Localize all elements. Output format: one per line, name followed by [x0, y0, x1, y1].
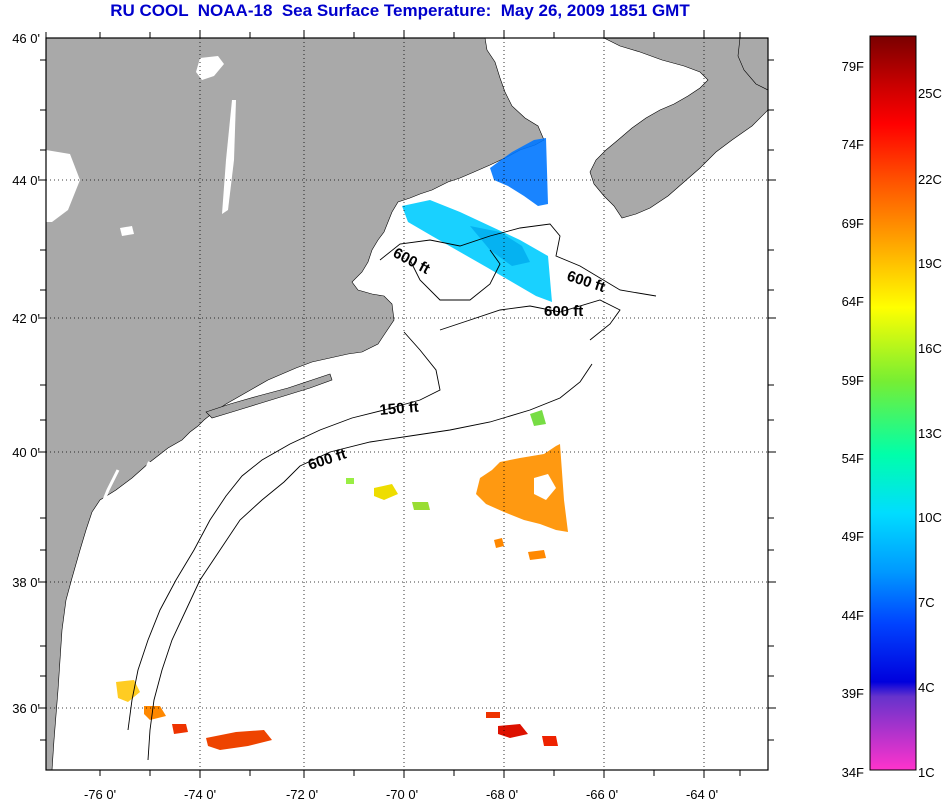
contour-150ft-shelf	[127, 331, 441, 731]
sst-patch-georges-green	[530, 410, 546, 426]
cbar-c-16: 16C	[918, 341, 942, 356]
sst-patch-gulf-of-maine-cyan	[402, 200, 552, 302]
cbar-f-54: 54F	[842, 451, 864, 466]
graticule	[46, 38, 768, 770]
sst-patch-nc-yellow	[116, 680, 140, 702]
colorbar-gradient	[869, 35, 917, 771]
map-title: RU COOL NOAA-18 Sea Surface Temperature:…	[110, 1, 690, 20]
latitude-labels: 46 0' 44 0' 42 0' 40 0' 38 0' 36 0'	[12, 31, 40, 716]
lon-label-66: -66 0'	[586, 787, 618, 802]
land-cape-breton	[737, 38, 768, 91]
lat-label-42: 42 0'	[12, 311, 40, 326]
cbar-c-10: 10C	[918, 510, 942, 525]
chesapeake-bay	[78, 469, 120, 661]
sst-patch-green-small2	[346, 478, 354, 484]
cbar-f-59: 59F	[842, 373, 864, 388]
sst-patch-red-5	[486, 712, 500, 718]
contour-inner-gulf	[409, 249, 501, 301]
sst-patch-red-4	[542, 736, 558, 746]
delaware-bay	[128, 461, 152, 521]
sst-patch-red-2	[206, 730, 272, 750]
cbar-f-69: 69F	[842, 216, 864, 231]
lon-label-70: -70 0'	[386, 787, 418, 802]
colorbar-fahrenheit-labels: 79F 74F 69F 64F 59F 54F 49F 44F 39F 34F	[842, 59, 864, 780]
sst-patch-small-orange2	[528, 550, 546, 560]
cbar-f-49: 49F	[842, 529, 864, 544]
bathymetry-contours	[127, 223, 657, 761]
sst-data-patches	[116, 138, 568, 750]
lat-label-44: 44 0'	[12, 173, 40, 188]
lake-champlain	[222, 100, 236, 214]
contour-gulf-of-maine	[379, 223, 657, 297]
map-frame	[45, 37, 769, 771]
cbar-c-19: 19C	[918, 256, 942, 271]
cbar-c-7: 7C	[918, 595, 935, 610]
cbar-c-1: 1C	[918, 765, 935, 780]
contour-georges-bank	[439, 299, 621, 341]
cbar-f-39: 39F	[842, 686, 864, 701]
lon-label-76: -76 0'	[84, 787, 116, 802]
lon-label-72: -72 0'	[286, 787, 318, 802]
sst-patch-maine-blue	[490, 138, 548, 206]
sst-patch-slope-orange-hole	[534, 474, 556, 500]
lon-label-64: -64 0'	[686, 787, 718, 802]
lat-label-38: 38 0'	[12, 575, 40, 590]
sst-patch-slope-orange	[476, 444, 568, 532]
cbar-f-44: 44F	[842, 608, 864, 623]
contour-label-150ft: 150 ft	[379, 399, 420, 419]
cbar-c-13: 13C	[918, 426, 942, 441]
sst-patch-nc-orange	[144, 706, 166, 720]
lake-small	[120, 226, 134, 236]
sst-patch-red-3	[498, 724, 528, 738]
frame-ticks	[38, 30, 776, 778]
lat-label-40: 40 0'	[12, 445, 40, 460]
lat-label-46: 46 0'	[12, 31, 40, 46]
lon-label-68: -68 0'	[486, 787, 518, 802]
cbar-f-64: 64F	[842, 294, 864, 309]
land-long-island	[205, 373, 333, 419]
lake-north	[196, 56, 224, 80]
cbar-c-4: 4C	[918, 680, 935, 695]
cbar-c-25: 25C	[918, 86, 942, 101]
cbar-f-74: 74F	[842, 137, 864, 152]
contour-600ft-shelf	[147, 363, 593, 761]
colorbar-celsius-labels: 25C 22C 19C 16C 13C 10C 7C 4C 1C	[918, 86, 942, 780]
sst-patch-small-orange	[494, 538, 504, 548]
sst-patch-gulf-of-maine-cyan2	[470, 226, 530, 266]
lake-west	[46, 150, 80, 222]
lon-label-74: -74 0'	[184, 787, 216, 802]
sst-patch-yellow	[374, 484, 398, 500]
cbar-f-34: 34F	[842, 765, 864, 780]
contour-label-600ft-georges: 600 ft	[544, 303, 583, 320]
longitude-labels: -76 0' -74 0' -72 0' -70 0' -68 0' -66 0…	[84, 787, 718, 802]
land-canada-maritimes	[589, 38, 768, 219]
cbar-f-79: 79F	[842, 59, 864, 74]
colorbar: 79F 74F 69F 64F 59F 54F 49F 44F 39F 34F …	[842, 35, 942, 780]
sst-patch-red-1	[172, 724, 188, 734]
sst-patch-green-small	[412, 502, 430, 510]
lat-label-36: 36 0'	[12, 701, 40, 716]
cbar-c-22: 22C	[918, 172, 942, 187]
